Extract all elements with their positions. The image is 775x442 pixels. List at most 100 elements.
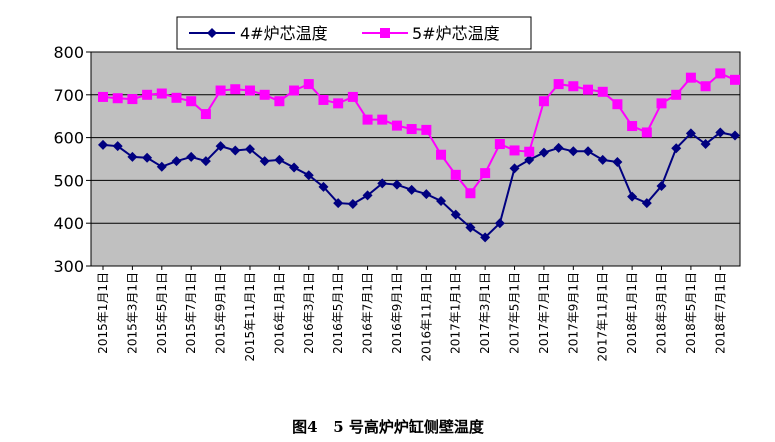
- data-point-square: [215, 85, 226, 96]
- data-point-diamond: [112, 141, 123, 152]
- data-point-square: [391, 120, 402, 131]
- legend: 4#炉芯温度 5#炉芯温度: [176, 16, 532, 50]
- legend-label-4: 4#炉芯温度: [240, 24, 328, 43]
- y-axis-ticks: 300 400 500 600 700 800: [53, 43, 91, 276]
- data-point-diamond: [524, 154, 535, 165]
- data-point-square: [494, 139, 505, 150]
- data-point-square: [112, 93, 123, 104]
- data-point-square: [127, 94, 138, 105]
- gridlines: [91, 94, 740, 224]
- data-point-square: [259, 89, 270, 100]
- x-tick-label: 2015年1月1日: [96, 272, 110, 354]
- data-point-diamond: [289, 162, 300, 173]
- x-tick-label: 2016年5月1日: [331, 272, 345, 354]
- data-point-square: [200, 109, 211, 120]
- data-point-square: [230, 84, 241, 95]
- data-point-diamond: [538, 147, 549, 158]
- data-point-square: [289, 85, 300, 96]
- data-point-diamond: [303, 170, 314, 181]
- data-point-square: [244, 85, 255, 96]
- data-point-diamond: [465, 222, 476, 233]
- x-tick-label: 2018年3月1日: [655, 272, 669, 354]
- data-point-diamond: [656, 180, 667, 191]
- data-point-diamond: [406, 184, 417, 195]
- data-point-diamond: [142, 152, 153, 163]
- x-tick-label: 2015年5月1日: [155, 272, 169, 354]
- x-tick-label: 2016年7月1日: [361, 272, 375, 354]
- data-point-square: [436, 149, 447, 160]
- data-point-diamond: [171, 156, 182, 167]
- x-tick-label: 2017年7月1日: [537, 272, 551, 354]
- data-point-diamond: [685, 128, 696, 139]
- figure-caption: 图4 5 号高炉炉缸侧壁温度: [292, 418, 485, 436]
- y-tick-label-400: 400: [53, 214, 84, 233]
- data-point-square: [700, 81, 711, 92]
- data-point-square: [362, 114, 373, 125]
- data-point-diamond: [333, 198, 344, 209]
- data-point-square: [171, 92, 182, 103]
- legend-diamond-marker: [207, 28, 217, 38]
- x-tick-label: 2016年3月1日: [302, 272, 316, 354]
- plot-border: [90, 51, 741, 267]
- data-point-diamond: [671, 143, 682, 154]
- data-point-square: [274, 96, 285, 107]
- data-point-square: [730, 74, 740, 85]
- data-point-diamond: [215, 141, 226, 152]
- data-point-diamond: [244, 144, 255, 155]
- x-tick-label: 2016年1月1日: [272, 272, 286, 354]
- data-point-square: [98, 91, 108, 102]
- data-point-diamond: [597, 154, 608, 165]
- data-point-square: [406, 124, 417, 135]
- x-tick-label: 2018年1月1日: [625, 272, 639, 354]
- data-point-square: [597, 86, 608, 97]
- data-point-square: [377, 114, 388, 125]
- data-point-square: [538, 96, 549, 107]
- data-point-diamond: [436, 195, 447, 206]
- x-tick-label: 2018年5月1日: [684, 272, 698, 354]
- data-point-diamond: [200, 156, 211, 167]
- data-point-diamond: [715, 127, 726, 138]
- data-point-diamond: [568, 146, 579, 157]
- data-point-diamond: [362, 190, 373, 201]
- data-point-square: [715, 68, 726, 79]
- data-point-diamond: [583, 146, 594, 157]
- x-tick-label: 2016年9月1日: [390, 272, 404, 354]
- x-tick-label: 2017年11月1日: [596, 272, 610, 361]
- data-point-diamond: [700, 139, 711, 150]
- data-point-diamond: [98, 139, 108, 150]
- series-points: [98, 68, 740, 243]
- x-axis-ticks: 2015年1月1日 2015年3月1日 2015年5月1日 2015年7月1日 2015…: [96, 266, 727, 361]
- data-point-square: [303, 79, 314, 90]
- data-point-diamond: [391, 179, 402, 190]
- data-point-square: [186, 96, 197, 107]
- data-point-diamond: [156, 161, 167, 172]
- data-point-diamond: [347, 198, 358, 209]
- data-point-diamond: [230, 145, 241, 156]
- data-point-square: [509, 145, 520, 156]
- data-point-diamond: [641, 198, 652, 209]
- legend-label-5: 5#炉芯温度: [412, 24, 500, 43]
- x-tick-label: 2015年3月1日: [125, 272, 139, 354]
- y-tick-label-800: 800: [53, 43, 84, 62]
- data-point-square: [627, 121, 638, 132]
- data-point-diamond: [186, 151, 197, 162]
- data-point-square: [318, 94, 329, 105]
- y-tick-label-300: 300: [53, 257, 84, 276]
- x-tick-label: 2017年5月1日: [508, 272, 522, 354]
- data-point-square: [465, 188, 476, 199]
- data-point-diamond: [612, 156, 623, 167]
- data-point-square: [685, 72, 696, 83]
- data-point-diamond: [494, 218, 505, 229]
- data-point-diamond: [480, 232, 491, 243]
- data-point-square: [568, 81, 579, 92]
- x-tick-label: 2017年3月1日: [478, 272, 492, 354]
- data-point-square: [450, 169, 461, 180]
- legend-square-marker: [380, 28, 390, 38]
- y-tick-label-600: 600: [53, 129, 84, 148]
- x-tick-label: 2017年9月1日: [566, 272, 580, 354]
- data-point-square: [583, 84, 594, 95]
- data-point-diamond: [274, 154, 285, 165]
- data-point-diamond: [127, 151, 138, 162]
- data-point-diamond: [318, 181, 329, 192]
